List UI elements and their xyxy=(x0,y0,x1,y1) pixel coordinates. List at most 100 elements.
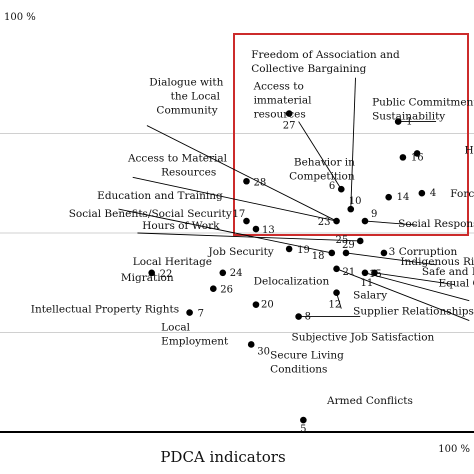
point-number-25: 25 xyxy=(336,235,349,246)
leader-line-1 xyxy=(132,176,337,222)
point-label-11: Resources xyxy=(161,166,216,178)
point-label-9: Sustainability xyxy=(372,111,445,123)
point-label-33: Subjective Job Satisfaction xyxy=(292,331,435,343)
leader-line-2 xyxy=(118,208,332,254)
point-number-23: 23 xyxy=(318,217,331,228)
point-number-4: 4 xyxy=(430,188,436,199)
point-number-11: 11 xyxy=(360,278,373,289)
point-label-36: Armed Conflicts xyxy=(326,395,413,407)
point-label-34: Secure Living xyxy=(270,349,344,361)
point-label-27: Equal C xyxy=(438,278,474,290)
point-number-1: 1 xyxy=(406,117,412,128)
point-label-0: Freedom of Association and xyxy=(251,49,400,61)
point-number-10: 10 xyxy=(349,196,362,207)
point-number-29: 29 xyxy=(342,240,355,251)
data-point-28 xyxy=(243,177,250,185)
data-point-30 xyxy=(247,341,255,348)
data-point-8 xyxy=(295,313,302,320)
data-point-26 xyxy=(210,285,217,293)
point-label-24: Safe and Hea xyxy=(422,266,474,278)
data-point-17 xyxy=(243,217,250,225)
point-label-23: Local Heritage xyxy=(133,256,212,268)
point-label-21: Job Security xyxy=(208,246,274,258)
point-label-12: Behavior in xyxy=(294,156,355,168)
data-point-25 xyxy=(356,237,364,245)
data-point-3 xyxy=(380,249,388,257)
data-point-13 xyxy=(252,225,260,233)
point-label-16: Force xyxy=(450,188,474,200)
data-point-4 xyxy=(418,189,426,197)
data-point-5 xyxy=(300,416,307,424)
highlight-box xyxy=(233,33,469,236)
point-number-13: 13 xyxy=(262,225,275,236)
point-label-35: Conditions xyxy=(270,363,327,375)
point-label-8: Public Commitment to xyxy=(372,97,474,109)
data-point-27 xyxy=(285,110,293,117)
point-label-18: Social Respons xyxy=(398,218,474,230)
data-point-18 xyxy=(328,249,336,257)
data-point-7 xyxy=(186,309,193,316)
leader-line-10 xyxy=(364,272,470,302)
data-point-19 xyxy=(285,245,293,253)
point-number-22: 22 xyxy=(160,269,173,280)
point-number-9: 9 xyxy=(371,209,377,220)
point-number-15: 15 xyxy=(369,269,382,280)
point-number-19: 19 xyxy=(297,245,310,256)
data-point-2 xyxy=(413,150,421,157)
data-point-20 xyxy=(252,301,260,308)
point-label-15: Education and Training xyxy=(97,190,223,202)
point-number-12: 12 xyxy=(329,300,342,311)
point-label-19: Hours of Work xyxy=(142,220,220,232)
leader-line-4 xyxy=(350,77,356,210)
leader-line-9 xyxy=(374,272,456,286)
point-number-30: 30 xyxy=(257,346,270,357)
leader-lines xyxy=(118,77,470,321)
point-number-16: 16 xyxy=(411,152,424,163)
data-point-9 xyxy=(361,217,369,225)
point-number-21: 21 xyxy=(343,267,356,278)
point-label-28: Salary xyxy=(353,290,387,302)
x-axis-title: PDCA indicators xyxy=(160,448,285,466)
point-label-30: Supplier Relationships xyxy=(353,306,474,318)
point-label-4: Community xyxy=(156,105,217,117)
point-label-1: Collective Bargaining xyxy=(251,63,366,75)
point-number-24: 24 xyxy=(230,268,243,279)
leader-line-7 xyxy=(364,220,418,226)
data-point-6 xyxy=(337,185,345,193)
point-number-8: 8 xyxy=(305,312,311,323)
data-point-16 xyxy=(399,154,407,161)
data-point-21 xyxy=(333,265,340,273)
point-number-20: 20 xyxy=(261,300,274,311)
data-point-23 xyxy=(333,217,340,225)
point-label-32: Employment xyxy=(161,335,229,347)
point-label-31: Local xyxy=(161,322,190,334)
point-label-13: Competition xyxy=(289,170,355,182)
data-point-14 xyxy=(385,193,392,201)
point-label-14: Hea xyxy=(465,144,474,156)
point-label-20: 3 Corruption xyxy=(389,246,458,258)
point-number-14: 14 xyxy=(397,192,410,203)
leader-line-3 xyxy=(137,232,361,242)
data-point-1 xyxy=(394,118,402,125)
data-point-29 xyxy=(342,249,350,257)
leader-line-5 xyxy=(298,121,342,190)
y-max-label: 100 % xyxy=(4,12,36,23)
data-point-10 xyxy=(347,205,355,213)
point-label-29: Intellectual Property Rights xyxy=(31,304,179,316)
x-max-label: 100 % xyxy=(438,444,470,455)
point-label-2: Dialogue with xyxy=(149,77,223,89)
point-number-5: 5 xyxy=(300,424,306,435)
point-number-7: 7 xyxy=(198,309,204,320)
point-labels: Freedom of Association and Collective Bar… xyxy=(31,49,474,407)
data-point-22 xyxy=(148,269,155,277)
leader-line-11 xyxy=(336,268,470,321)
leader-line-0 xyxy=(146,125,337,222)
data-point-12 xyxy=(333,289,340,297)
point-label-5: Access to xyxy=(253,81,304,93)
point-number-27: 27 xyxy=(283,121,296,132)
point-number-26: 26 xyxy=(220,285,233,296)
point-label-7: resources xyxy=(254,109,306,121)
point-number-28: 28 xyxy=(253,177,266,188)
